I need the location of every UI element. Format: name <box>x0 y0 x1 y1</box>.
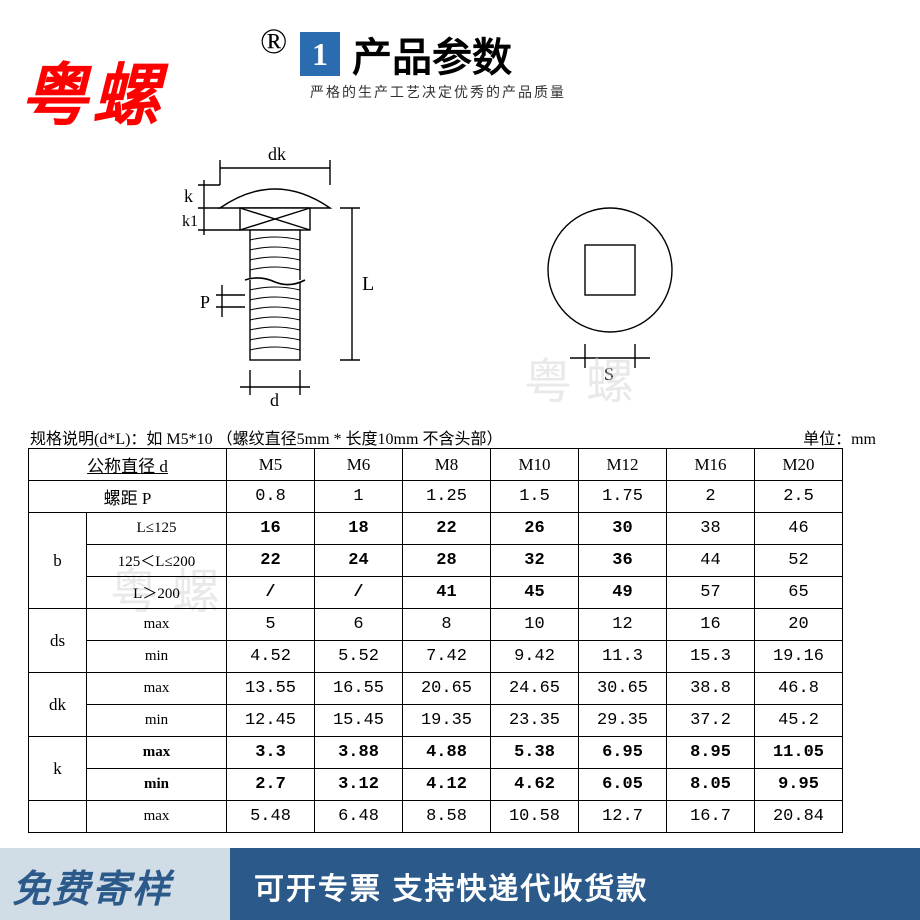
label-k: k <box>184 186 193 206</box>
spec-note: 规格说明(d*L)：如 M5*10 （螺纹直径5mm * 长度10mm 不含头部… <box>30 425 502 449</box>
label-s: S <box>604 364 614 384</box>
section-number: 1 <box>300 32 340 76</box>
unit-note: 单位：mm <box>803 425 876 449</box>
label-dk: dk <box>268 144 286 164</box>
bolt-diagram: dk k k1 P d L S <box>180 140 780 410</box>
footer-left: 免费寄样 <box>0 848 230 920</box>
title-block: 1 产品参数 <box>300 25 512 83</box>
label-k1: k1 <box>182 213 198 230</box>
label-p: P <box>200 292 210 312</box>
spec-table: 公称直径 dM5M6M8M10M12M16M20螺距 P0.811.251.51… <box>28 448 843 833</box>
subtitle: 严格的生产工艺决定优秀的产品质量 <box>310 82 566 102</box>
registered-mark: ® <box>260 20 287 62</box>
page-title: 产品参数 <box>352 25 512 83</box>
label-d: d <box>270 390 279 410</box>
label-l: L <box>362 273 374 295</box>
brand-logo: 粤螺 <box>20 40 164 139</box>
footer-right: 可开专票 支持快递代收货款 <box>230 848 920 920</box>
